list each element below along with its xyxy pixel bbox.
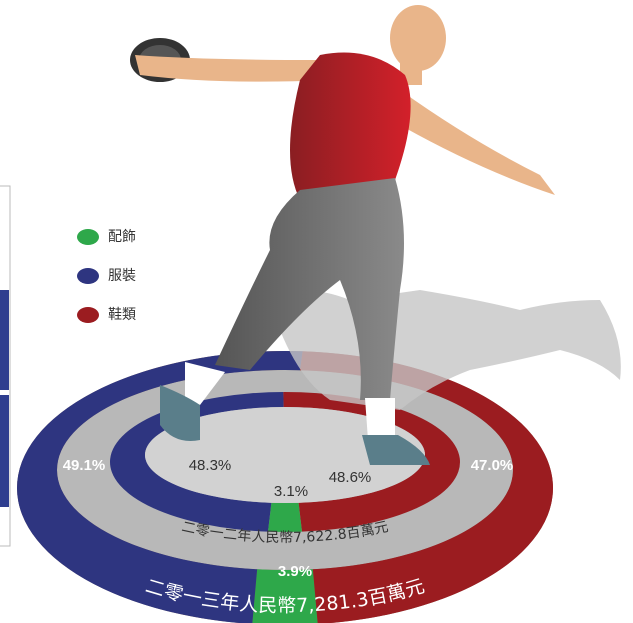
legend-label: 鞋類 <box>108 307 136 323</box>
center-disc <box>145 407 425 503</box>
pie-slice <box>300 351 553 623</box>
legend-swatch <box>77 268 99 284</box>
legend-label: 服裝 <box>108 268 136 284</box>
pie-slice <box>17 351 303 623</box>
pie-slice <box>252 569 318 623</box>
pie-slice <box>110 392 284 532</box>
pie-slice <box>267 502 303 532</box>
value-label: 49.1% <box>63 457 106 474</box>
legend-swatch <box>77 307 99 323</box>
pie-slice <box>283 392 460 532</box>
side-panel <box>0 185 11 547</box>
value-label: 48.6% <box>329 469 372 486</box>
donut-rings <box>17 351 553 623</box>
legend-label: 配飾 <box>108 229 136 245</box>
value-label: 48.3% <box>189 457 232 474</box>
value-label: 3.1% <box>274 483 308 500</box>
legend-swatch <box>77 229 99 245</box>
athlete-figure <box>130 5 621 465</box>
value-label: 47.0% <box>471 457 514 474</box>
value-label: 3.9% <box>278 563 312 580</box>
